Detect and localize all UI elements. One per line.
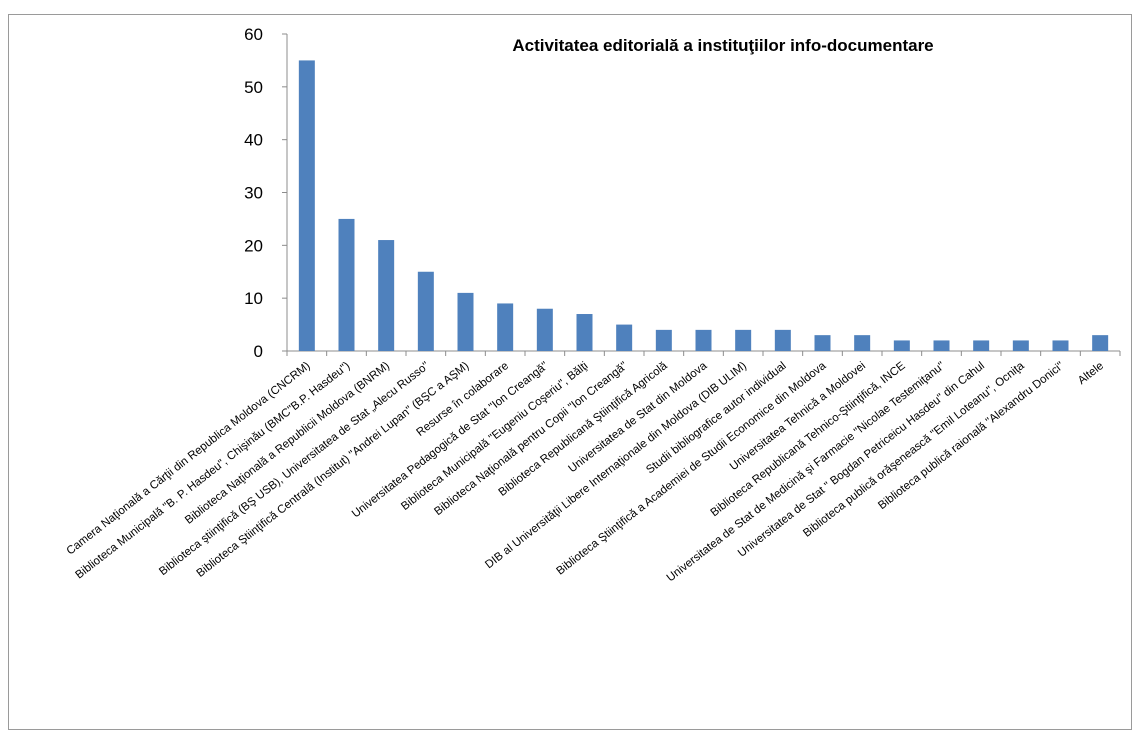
y-tick-label: 40	[244, 131, 263, 150]
bar	[973, 340, 990, 351]
x-axis	[286, 350, 1121, 356]
y-tick-label: 30	[244, 184, 263, 203]
bar	[854, 335, 871, 351]
bar	[1092, 335, 1109, 351]
bars	[298, 60, 1109, 352]
category-label: Altele	[1076, 360, 1106, 387]
y-axis: 0 10 20 30 40 50 60	[244, 25, 288, 361]
bar	[378, 240, 395, 351]
bar	[616, 324, 633, 351]
y-tick-label: 0	[254, 342, 263, 361]
category-labels: Camera Naţională a Cărţii din Republica …	[65, 360, 1106, 585]
y-tick-label: 50	[244, 78, 263, 97]
bar	[536, 308, 553, 351]
category-label: Biblioteca Ştiinţifică Centrală (Institu…	[195, 360, 472, 580]
y-tick-label: 10	[244, 289, 263, 308]
bar	[655, 329, 672, 351]
bar	[695, 329, 712, 351]
chart-title: Activitatea editorială a instituţiilor i…	[512, 36, 933, 55]
bar	[893, 340, 910, 351]
bar	[1012, 340, 1029, 351]
chart-frame	[8, 14, 1132, 730]
bar	[735, 329, 752, 351]
bar	[298, 60, 315, 352]
y-tick-label: 20	[244, 236, 263, 255]
bar	[774, 329, 791, 351]
bar	[576, 314, 593, 351]
bar	[814, 335, 831, 351]
bar	[417, 271, 434, 351]
bar	[497, 303, 514, 351]
bar	[457, 292, 474, 351]
bar	[933, 340, 950, 351]
bar	[338, 218, 355, 351]
y-tick-label: 60	[244, 25, 263, 44]
bar	[1052, 340, 1069, 351]
category-label: Biblioteca Municipală "Eugeniu Coşeriu",…	[399, 360, 590, 513]
category-label: Biblioteca publică raională "Alexandru D…	[876, 360, 1066, 512]
category-label: Biblioteca Municipală "B. P. Hasdeu", Ch…	[74, 360, 353, 582]
category-label: Biblioteca ştiinţifică (BŞ USB), Univers…	[157, 360, 432, 578]
